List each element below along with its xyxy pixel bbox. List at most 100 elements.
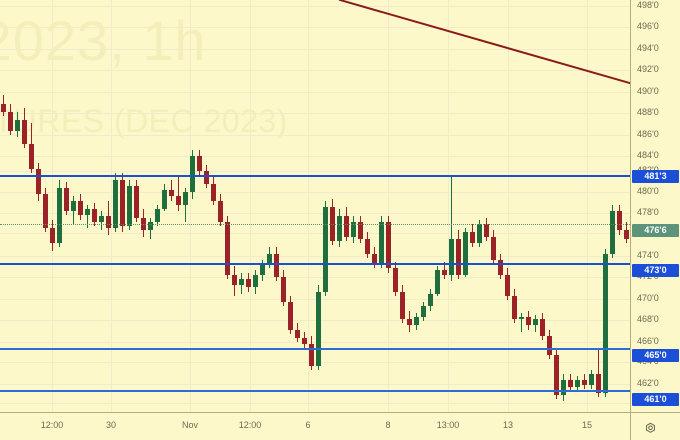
candle-body[interactable] [358, 221, 363, 239]
candle-body[interactable] [127, 185, 132, 227]
candle-body[interactable] [407, 319, 412, 326]
candle-body[interactable] [267, 253, 272, 265]
candle-body[interactable] [379, 221, 384, 265]
candle-body[interactable] [624, 230, 629, 239]
chart-settings-button[interactable] [640, 418, 660, 436]
candle-body[interactable] [512, 295, 517, 320]
candle-body[interactable] [372, 253, 377, 265]
candle-body[interactable] [477, 223, 482, 243]
candle-body[interactable] [246, 278, 251, 288]
candle-body[interactable] [456, 238, 461, 275]
candle-body[interactable] [141, 217, 146, 231]
candle-body[interactable] [575, 380, 580, 387]
candle-body[interactable] [344, 215, 349, 237]
candle-body[interactable] [323, 207, 328, 292]
candle-body[interactable] [596, 373, 601, 393]
candle-body[interactable] [113, 179, 118, 229]
candle-body[interactable] [330, 207, 335, 241]
candle-body[interactable] [15, 120, 20, 131]
price-badge[interactable]: 465'0 [632, 349, 679, 362]
candle-body[interactable] [603, 253, 608, 393]
candle-body[interactable] [239, 278, 244, 286]
candle-body[interactable] [491, 236, 496, 260]
candle-body[interactable] [274, 253, 279, 277]
candle-body[interactable] [197, 156, 202, 172]
price-badge[interactable]: 473'0 [632, 264, 679, 277]
candle-body[interactable] [99, 215, 104, 222]
candle-body[interactable] [232, 274, 237, 286]
candle-body[interactable] [337, 215, 342, 241]
candle-body[interactable] [589, 373, 594, 385]
candle-body[interactable] [134, 185, 139, 218]
candle-body[interactable] [36, 169, 41, 195]
candle-body[interactable] [463, 232, 468, 275]
candle-body[interactable] [148, 221, 153, 231]
candle-body[interactable] [309, 344, 314, 366]
candle-body[interactable] [568, 380, 573, 387]
candle-body[interactable] [610, 211, 615, 254]
candle-body[interactable] [78, 200, 83, 216]
candle-body[interactable] [442, 270, 447, 275]
candle-body[interactable] [169, 190, 174, 197]
candle-body[interactable] [470, 232, 475, 243]
candle-body[interactable] [554, 354, 559, 396]
candle-body[interactable] [582, 380, 587, 385]
chart-plot-area[interactable]: /2023, 1h UTURES (DEC 2023) [0, 0, 630, 412]
candle-body[interactable] [302, 338, 307, 345]
candle-body[interactable] [211, 183, 216, 201]
candle-body[interactable] [253, 274, 258, 288]
candle-body[interactable] [505, 274, 510, 296]
price-scale[interactable]: 498'0 496'0 494'0 492'0 490'0 488'0 486'0 484'0… [630, 0, 680, 412]
candle-body[interactable] [1, 103, 6, 112]
price-badge[interactable]: 481'3 [632, 170, 679, 183]
price-badge[interactable]: 461'0 [632, 393, 679, 406]
price-badge[interactable]: 476'6 [632, 224, 679, 237]
candle-body[interactable] [43, 194, 48, 229]
candle-body[interactable] [449, 238, 454, 275]
candle-body[interactable] [400, 291, 405, 320]
candle-body[interactable] [71, 200, 76, 212]
candle-body[interactable] [50, 228, 55, 243]
candle-body[interactable] [316, 291, 321, 366]
candle-body[interactable] [540, 319, 545, 336]
candle-body[interactable] [421, 306, 426, 317]
candle-body[interactable] [351, 221, 356, 237]
candle-body[interactable] [204, 171, 209, 184]
candle-body[interactable] [617, 211, 622, 231]
candle-body[interactable] [526, 316, 531, 326]
candle-body[interactable] [225, 221, 230, 275]
candle-body[interactable] [365, 238, 370, 254]
candle-body[interactable] [428, 293, 433, 307]
candle-body[interactable] [64, 188, 69, 212]
candle-body[interactable] [92, 209, 97, 222]
candle-body[interactable] [29, 143, 34, 169]
candle-body[interactable] [183, 192, 188, 205]
candle-body[interactable] [393, 268, 398, 292]
candle-body[interactable] [295, 329, 300, 339]
candlestick-series[interactable] [0, 0, 630, 412]
candle-body[interactable] [484, 223, 489, 237]
candle-body[interactable] [176, 196, 181, 205]
candle-body[interactable] [106, 215, 111, 229]
candle-body[interactable] [120, 179, 125, 227]
candle-body[interactable] [218, 200, 223, 222]
candle-body[interactable] [288, 302, 293, 330]
candle-body[interactable] [547, 335, 552, 355]
candle-body[interactable] [281, 276, 286, 303]
candle-body[interactable] [519, 316, 524, 320]
candle-body[interactable] [22, 120, 27, 144]
candle-body[interactable] [414, 316, 419, 326]
candle-body[interactable] [190, 156, 195, 193]
candle-body[interactable] [386, 221, 391, 269]
candle-body[interactable] [162, 190, 167, 210]
candle-body[interactable] [57, 188, 62, 243]
candle-body[interactable] [498, 259, 503, 275]
candle-body[interactable] [533, 319, 538, 326]
candle-body[interactable] [8, 111, 13, 131]
candle-body[interactable] [435, 270, 440, 294]
candle-body[interactable] [85, 209, 90, 216]
time-scale[interactable]: 12:00 30 Nov 12:00 6 8 13:00 13 15 [0, 412, 680, 440]
candle-body[interactable] [260, 264, 265, 275]
candle-body[interactable] [155, 209, 160, 222]
